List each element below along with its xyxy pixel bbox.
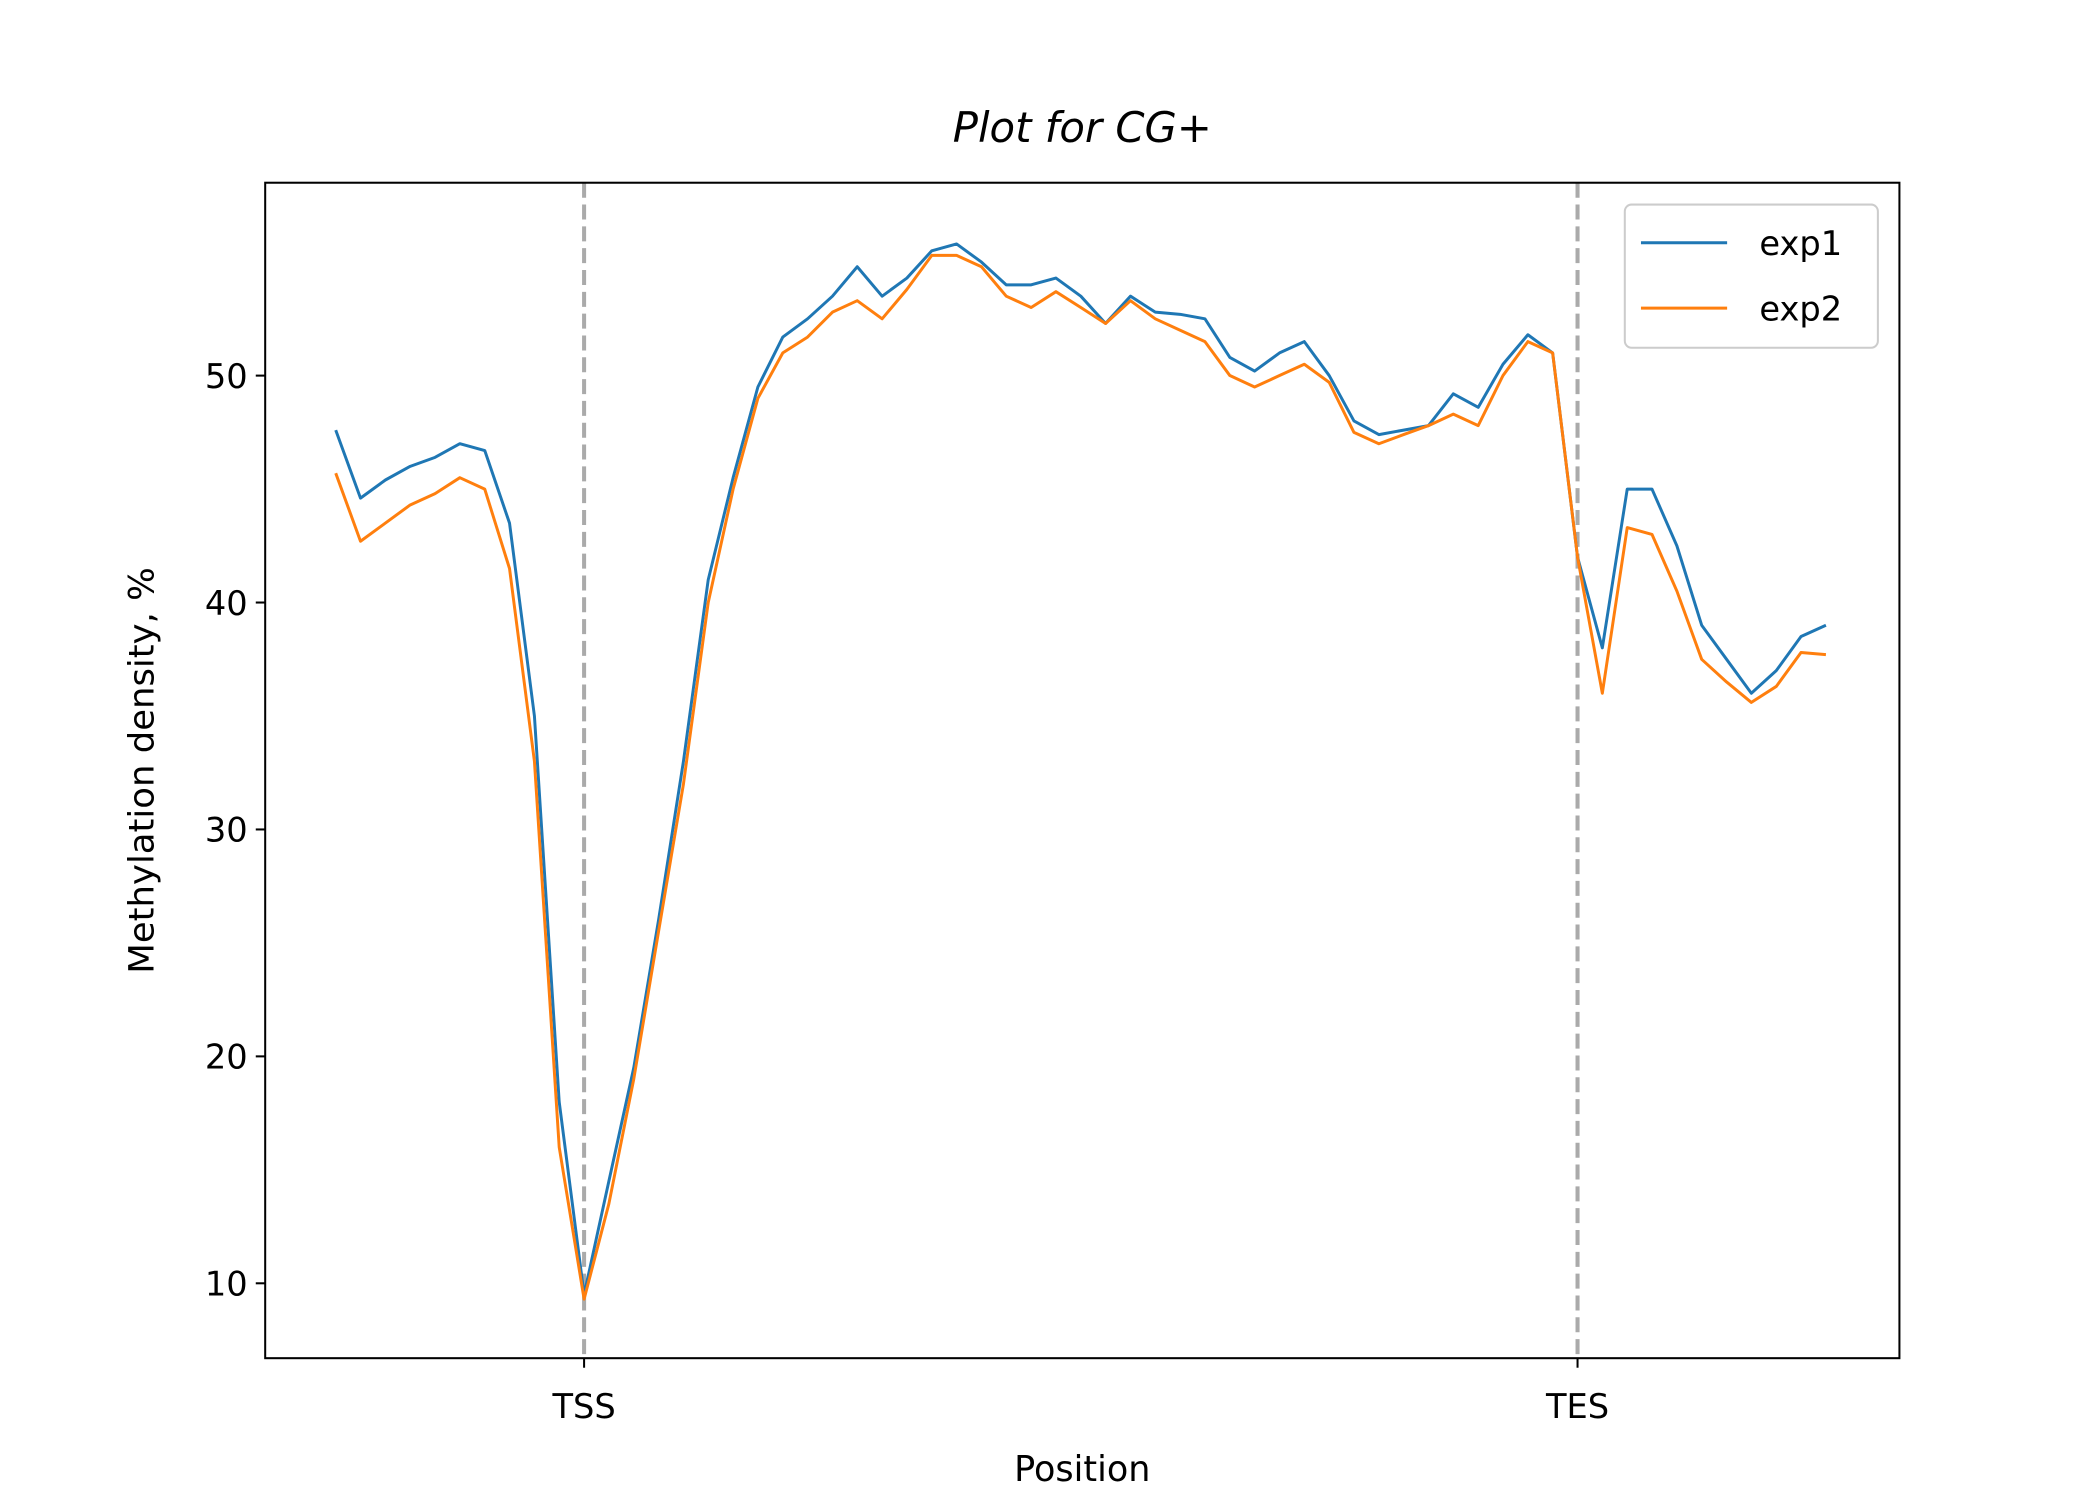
legend-box: [1623, 203, 1879, 349]
legend-label: exp2: [1759, 289, 1842, 328]
series-line: [334, 253, 1827, 1301]
x-tick-label: TSS: [551, 1387, 615, 1426]
x-tick-label: TES: [1545, 1387, 1609, 1426]
y-tick-label: 50: [205, 357, 248, 396]
y-tick-label: 20: [205, 1037, 248, 1076]
y-tick-label: 40: [205, 584, 248, 623]
legend-label: exp1: [1759, 224, 1842, 263]
x-axis-label: Position: [1014, 1449, 1150, 1490]
y-tick-label: 10: [205, 1264, 248, 1303]
plot-frame: [264, 181, 1901, 1360]
chart-title: Plot for CG+: [953, 103, 1212, 152]
y-tick-label: 30: [205, 811, 248, 850]
y-axis-label: Methylation density, %: [122, 567, 163, 974]
